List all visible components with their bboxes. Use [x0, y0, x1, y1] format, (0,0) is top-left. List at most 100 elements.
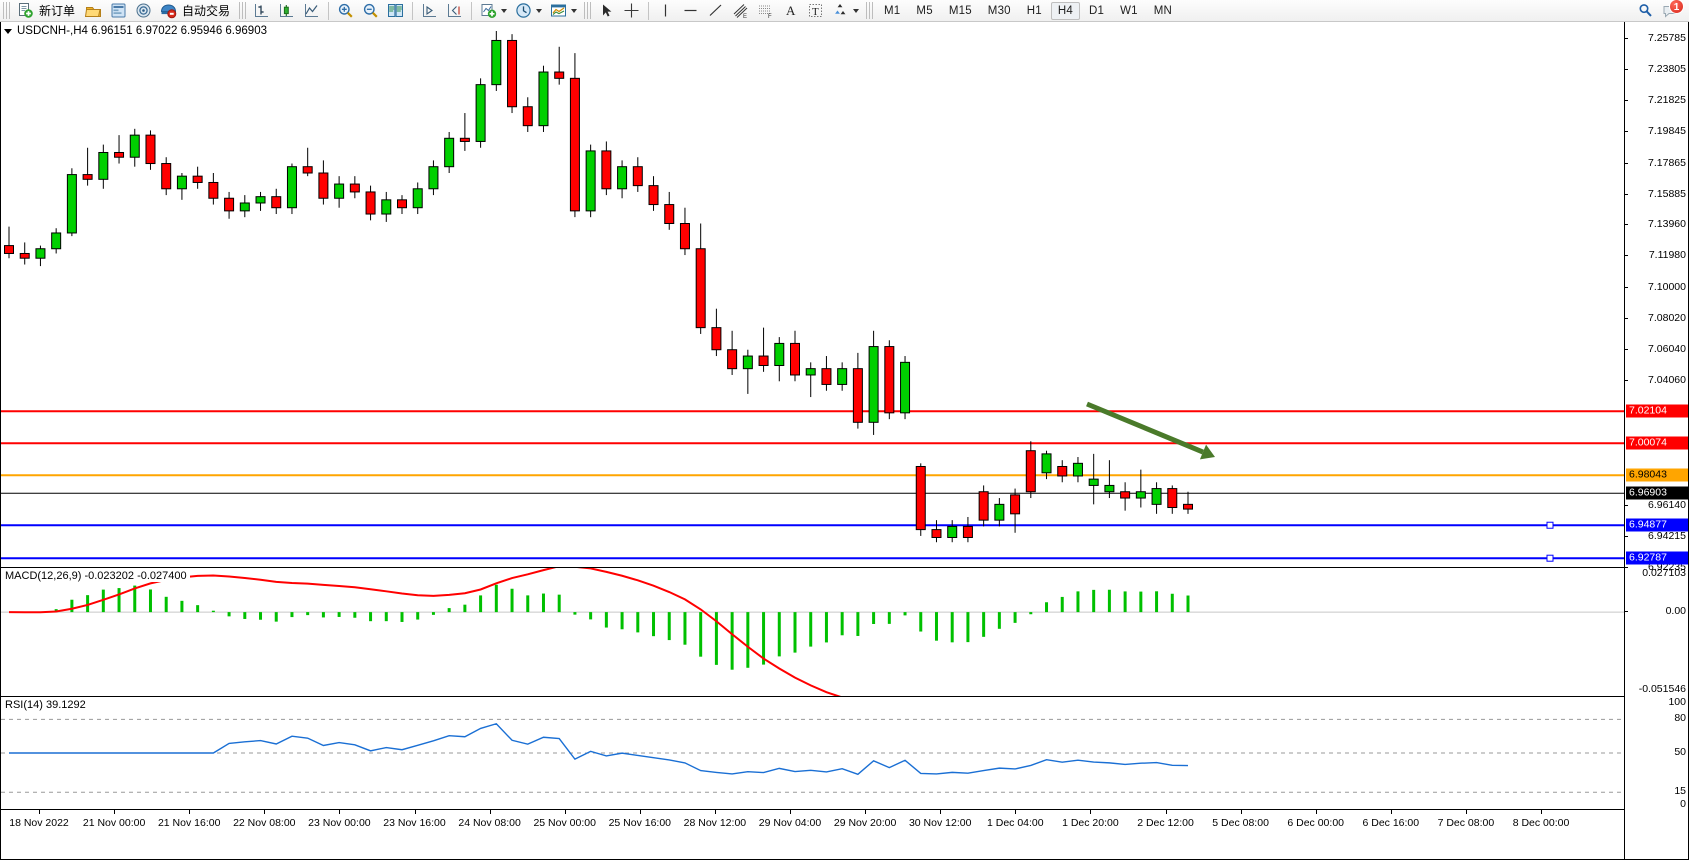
price-level-badge[interactable]: 7.00074: [1626, 436, 1688, 450]
time-tick: [1240, 810, 1242, 814]
svg-text:E: E: [743, 14, 747, 19]
toolbar-grip-3[interactable]: [584, 2, 592, 19]
time-axis-label: 25 Nov 16:00: [608, 817, 672, 829]
bar-chart-button[interactable]: [249, 1, 274, 21]
candle: [145, 130, 156, 170]
chevron-down-icon[interactable]: [536, 8, 543, 13]
candle: [82, 147, 93, 186]
toolbar-grip-4[interactable]: [866, 2, 874, 19]
vertical-line-tool-button[interactable]: [653, 1, 678, 21]
chevron-down-icon[interactable]: [501, 8, 508, 13]
shift-chart-button[interactable]: [417, 1, 442, 21]
axis-label: 7.23805: [1648, 62, 1686, 75]
price-pane[interactable]: [1, 22, 1624, 567]
line-chart-button[interactable]: [299, 1, 324, 21]
price-axis[interactable]: 7.25785 7.23805 7.21825 7.19845 7.17865 7.158…: [1624, 22, 1688, 859]
chevron-down-icon[interactable]: [571, 8, 578, 13]
timeframe-m15[interactable]: M15: [948, 4, 972, 17]
candle: [412, 182, 423, 215]
tile-windows-button[interactable]: [383, 1, 408, 21]
chevron-down-icon[interactable]: [853, 8, 860, 13]
timeframe-mn[interactable]: MN: [1153, 4, 1173, 17]
price-level-badge[interactable]: 6.92787: [1626, 551, 1688, 565]
time-axis-label: 24 Nov 08:00: [458, 817, 521, 829]
shapes-tool-button[interactable]: [828, 1, 863, 21]
axis-tick: [1625, 224, 1628, 226]
search-button[interactable]: [1633, 1, 1658, 21]
horizontal-line-icon: [682, 2, 699, 19]
zoom-out-button[interactable]: [358, 1, 383, 21]
time-tick: [489, 810, 491, 814]
period-select-button[interactable]: [511, 1, 546, 21]
timeframe-m30[interactable]: M30: [987, 4, 1011, 17]
time-axis-label: 18 Nov 2022: [9, 817, 69, 829]
rsi-pane[interactable]: RSI(14) 39.1292: [1, 696, 1624, 809]
text-tool-button[interactable]: A: [778, 1, 803, 21]
fibonacci-tool-button[interactable]: F: [753, 1, 778, 21]
search-icon: [1637, 2, 1654, 19]
time-tick: [714, 810, 716, 814]
time-axis-label: 21 Nov 00:00: [82, 817, 146, 829]
new-order-button[interactable]: 新订单: [13, 1, 81, 21]
rsi-axis-label: 80: [1674, 712, 1686, 725]
equidistant-channel-button[interactable]: E: [728, 1, 753, 21]
add-indicator-button[interactable]: [476, 1, 511, 21]
data-window-button[interactable]: [106, 1, 131, 21]
vertical-line-icon: [657, 2, 674, 19]
timeframe-m5[interactable]: M5: [916, 4, 933, 17]
time-tick: [564, 810, 566, 814]
macd-pane[interactable]: MACD(12,26,9) -0.023202 -0.027400: [1, 567, 1624, 696]
crosshair-tool-button[interactable]: [619, 1, 644, 21]
add-indicator-icon: [480, 2, 497, 19]
timeframe-d1[interactable]: D1: [1089, 4, 1105, 17]
horizontal-line-tool-button[interactable]: [678, 1, 703, 21]
chart-window[interactable]: USDCNH-,H4 6.96151 6.97022 6.95946 6.969…: [0, 22, 1689, 860]
timeframe-h1[interactable]: H1: [1026, 4, 1042, 17]
candle: [4, 226, 14, 259]
downtrend-arrow[interactable]: [1086, 401, 1215, 460]
text-label-tool-button[interactable]: T: [803, 1, 828, 21]
navigator-button[interactable]: [131, 1, 156, 21]
candle: [475, 78, 486, 148]
candle: [349, 176, 360, 199]
candle: [884, 340, 895, 420]
templates-button[interactable]: [546, 1, 581, 21]
candle: [428, 160, 439, 196]
auto-scroll-button[interactable]: [442, 1, 467, 21]
price-level-badge[interactable]: 6.98043: [1626, 468, 1688, 482]
candle: [239, 195, 250, 218]
chart-menu-caret-icon[interactable]: [4, 28, 12, 34]
line-anchor-handle[interactable]: [1546, 554, 1554, 562]
market-watch-button[interactable]: [81, 1, 106, 21]
candle: [522, 97, 533, 132]
chart-plot-area[interactable]: USDCNH-,H4 6.96151 6.97022 6.95946 6.969…: [1, 22, 1624, 859]
candle: [51, 228, 62, 254]
line-anchor-handle[interactable]: [1546, 521, 1554, 529]
candle: [459, 113, 470, 151]
auto-trading-icon: [160, 2, 177, 19]
macd-axis-label: 0.027103: [1642, 566, 1686, 579]
trendline-tool-button[interactable]: [703, 1, 728, 21]
price-level-badge[interactable]: 7.02104: [1626, 404, 1688, 418]
time-tick: [1390, 810, 1392, 814]
crosshair-icon: [623, 2, 640, 19]
toolbar-grip-2[interactable]: [239, 2, 247, 19]
time-axis-label: 5 Dec 08:00: [1212, 817, 1269, 829]
axis-label: 7.04060: [1648, 374, 1686, 387]
notifications-button[interactable]: 1: [1658, 0, 1684, 21]
candlestick-chart-button[interactable]: [274, 1, 299, 21]
svg-text:A: A: [786, 3, 796, 18]
timeframe-w1[interactable]: W1: [1120, 4, 1138, 17]
axis-tick: [1625, 255, 1628, 257]
zoom-in-button[interactable]: [333, 1, 358, 21]
candle: [664, 191, 675, 230]
price-level-badge[interactable]: 6.94877: [1626, 518, 1688, 532]
timeframe-m1[interactable]: M1: [884, 4, 901, 17]
toolbar-grip[interactable]: [3, 2, 10, 19]
auto-trading-button[interactable]: 自动交易: [156, 1, 236, 21]
cursor-tool-button[interactable]: [594, 1, 619, 21]
price-level-badge[interactable]: 6.96903: [1626, 486, 1688, 500]
macd-axis-label: 0.00: [1665, 604, 1686, 617]
axis-tick: [1625, 317, 1628, 319]
timeframe-h4[interactable]: H4: [1050, 1, 1080, 20]
